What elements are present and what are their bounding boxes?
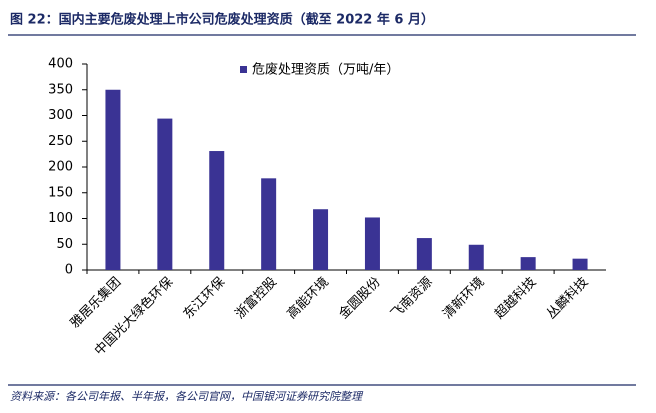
y-tick-label: 50 (56, 237, 73, 252)
y-tick-label: 300 (48, 108, 73, 123)
bar (364, 217, 380, 270)
source-note: 资料来源：各公司年报、半年报，各公司官网，中国银河证券研究院整理 (10, 390, 364, 403)
y-tick-label: 150 (48, 185, 73, 200)
bar (105, 89, 121, 270)
x-tick-label: 东江环保 (181, 275, 228, 322)
x-tick-label: 超越科技 (492, 275, 539, 322)
y-tick-label: 100 (48, 211, 73, 226)
bar (313, 209, 329, 270)
bar (520, 257, 536, 270)
x-tick-label: 高能环境 (284, 274, 332, 322)
y-tick-label: 350 (48, 82, 73, 97)
x-tick-label: 浙富控股 (232, 274, 280, 322)
bar (572, 258, 588, 270)
bar (209, 151, 225, 270)
x-tick-label: 雅居乐集团 (67, 274, 124, 331)
y-tick-label: 400 (48, 57, 73, 72)
bar (261, 178, 277, 270)
y-tick-label: 0 (65, 263, 73, 278)
y-tick-label: 250 (48, 134, 73, 149)
y-tick-label: 200 (48, 160, 73, 175)
legend-swatch (240, 66, 247, 73)
chart-title: 图 22：国内主要危废处理上市公司危废处理资质（截至 2022 年 6 月） (10, 12, 434, 28)
bar (468, 244, 484, 270)
bar (157, 118, 173, 270)
x-tick-label: 飞南资源 (388, 274, 436, 322)
x-tick-label: 清新环境 (439, 274, 487, 322)
x-tick-label: 丛麟科技 (543, 274, 591, 322)
legend-label: 危废处理资质（万吨/年） (252, 62, 399, 78)
bar (416, 238, 432, 270)
x-tick-label: 金圆股份 (336, 274, 384, 322)
